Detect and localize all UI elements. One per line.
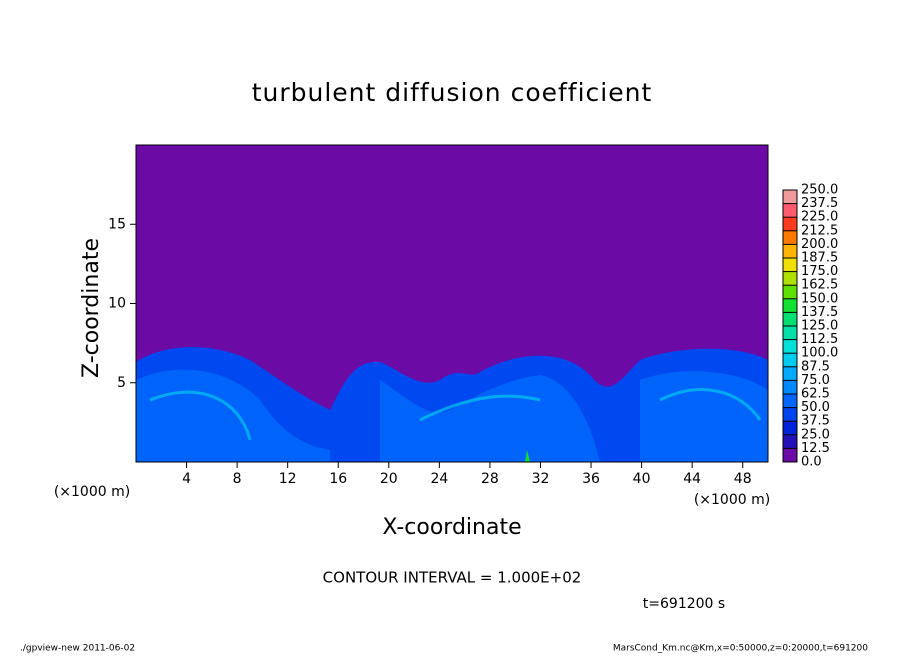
x-tick-label: 8	[233, 471, 242, 487]
colorbar-bin	[783, 230, 797, 245]
colorbar-bin	[783, 190, 797, 204]
colorbar-bin	[783, 203, 797, 218]
turbulent-eddies	[149, 388, 762, 441]
colorbar-label: 50.0	[801, 400, 830, 415]
colorbar-bin	[783, 353, 797, 367]
colorbar-bin	[783, 339, 797, 354]
x-unit-right: (×1000 m)	[694, 492, 770, 508]
colorbar-label: 200.0	[801, 237, 838, 252]
colorbar-label: 62.5	[801, 387, 830, 402]
footer-right: MarsCond_Km.nc@Km,x=0:50000,z=0:20000,t=…	[613, 644, 868, 654]
x-axis-label: X-coordinate	[382, 515, 521, 540]
x-tick-label: 48	[734, 471, 752, 487]
y-axis-label: Z-coordinate	[79, 238, 104, 378]
colorbar-label: 237.5	[801, 196, 838, 211]
colorbar-label: 212.5	[801, 223, 838, 238]
colorbar-bin	[783, 380, 797, 394]
colorbar-label: 75.0	[801, 373, 830, 388]
x-unit-left: (×1000 m)	[54, 484, 130, 500]
colorbar-bin	[783, 285, 797, 299]
x-tick-label: 44	[683, 471, 701, 487]
x-tick-label: 40	[633, 471, 651, 487]
colorbar-bin	[783, 271, 797, 286]
colorbar-bin	[783, 394, 797, 408]
colorbar-bin	[783, 434, 797, 449]
colorbar-bin	[783, 407, 797, 422]
colorbar-label: 150.0	[801, 291, 838, 306]
footer-left: ./gpview-new 2011-06-02	[20, 644, 135, 654]
y-tick-label: 10	[108, 296, 126, 312]
colorbar-label: 187.5	[801, 251, 838, 266]
turbulent-layer-inner	[136, 369, 768, 462]
colorbar-label: 87.5	[801, 359, 830, 374]
colorbar-label: 37.5	[801, 414, 830, 429]
colorbar-label: 112.5	[801, 332, 838, 347]
colorbar-bin	[783, 258, 797, 272]
x-tick-label: 12	[279, 471, 297, 487]
contour-interval: CONTOUR INTERVAL = 1.000E+02	[323, 569, 582, 587]
x-tick-label: 36	[582, 471, 600, 487]
colorbar-bin	[783, 326, 797, 340]
y-tick-label: 15	[108, 216, 126, 232]
peak-region	[525, 450, 530, 462]
x-tick-label: 24	[430, 471, 448, 487]
colorbar-label: 162.5	[801, 278, 838, 293]
colorbar-bin	[783, 421, 797, 435]
x-tick-label: 4	[182, 471, 191, 487]
y-tick-label: 5	[117, 375, 126, 391]
colorbar-label: 0.0	[801, 455, 822, 470]
x-tick-label: 16	[329, 471, 347, 487]
colorbar-bin	[783, 244, 797, 258]
colorbar-label: 12.5	[801, 441, 830, 456]
colorbar-bin	[783, 366, 797, 381]
colorbar-label: 137.5	[801, 305, 838, 320]
colorbar-label: 125.0	[801, 319, 838, 334]
x-tick-label: 32	[532, 471, 550, 487]
colorbar-label: 250.0	[801, 183, 838, 198]
colorbar-bin	[783, 312, 797, 326]
time-label: t=691200 s	[643, 596, 725, 612]
colorbar-bin	[783, 298, 797, 313]
colorbar-label: 100.0	[801, 346, 838, 361]
chart-title: turbulent diffusion coefficient	[252, 78, 653, 107]
colorbar-label: 225.0	[801, 210, 838, 225]
field	[136, 145, 768, 462]
turbulent-layer	[136, 347, 768, 462]
x-tick-label: 28	[481, 471, 499, 487]
colorbar-bin	[783, 217, 797, 231]
colorbar-bin	[783, 448, 797, 462]
colorbar-label: 25.0	[801, 427, 830, 442]
x-tick-label: 20	[380, 471, 398, 487]
colorbar-label: 175.0	[801, 264, 838, 279]
